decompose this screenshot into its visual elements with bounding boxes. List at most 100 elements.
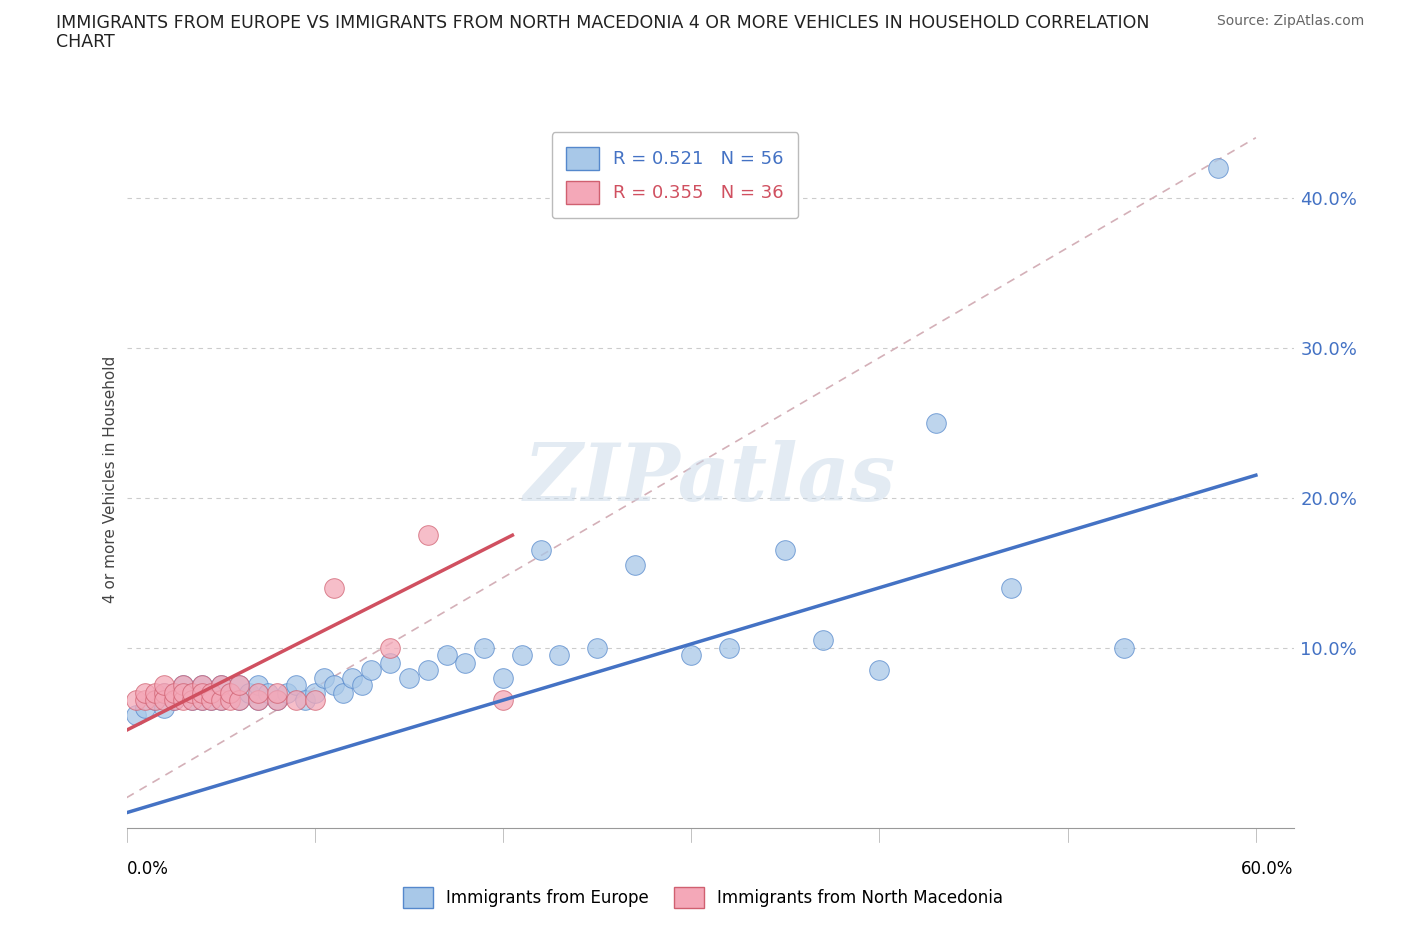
- Point: [717, 640, 740, 655]
- Point: [416, 527, 439, 542]
- Point: [1114, 640, 1136, 655]
- Point: [586, 640, 609, 655]
- Point: [191, 685, 214, 700]
- Point: [416, 663, 439, 678]
- Point: [125, 693, 148, 708]
- Point: [172, 685, 194, 700]
- Point: [322, 678, 344, 693]
- Point: [247, 693, 270, 708]
- Point: [228, 693, 250, 708]
- Point: [181, 685, 204, 700]
- Point: [200, 685, 222, 700]
- Point: [436, 648, 458, 663]
- Point: [200, 693, 222, 708]
- Text: IMMIGRANTS FROM EUROPE VS IMMIGRANTS FROM NORTH MACEDONIA 4 OR MORE VEHICLES IN : IMMIGRANTS FROM EUROPE VS IMMIGRANTS FRO…: [56, 14, 1150, 32]
- Point: [350, 678, 373, 693]
- Point: [811, 632, 834, 647]
- Point: [200, 685, 222, 700]
- Point: [228, 678, 250, 693]
- Text: 0.0%: 0.0%: [127, 860, 169, 878]
- Point: [266, 693, 288, 708]
- Point: [247, 678, 270, 693]
- Point: [228, 678, 250, 693]
- Point: [228, 693, 250, 708]
- Point: [510, 648, 533, 663]
- Point: [294, 693, 316, 708]
- Point: [209, 678, 232, 693]
- Point: [209, 693, 232, 708]
- Point: [134, 693, 156, 708]
- Point: [342, 671, 364, 685]
- Point: [219, 685, 242, 700]
- Point: [143, 693, 166, 708]
- Point: [1000, 580, 1022, 595]
- Point: [238, 685, 260, 700]
- Point: [125, 708, 148, 723]
- Point: [181, 685, 204, 700]
- Point: [181, 693, 204, 708]
- Point: [153, 685, 176, 700]
- Point: [314, 671, 336, 685]
- Text: 60.0%: 60.0%: [1241, 860, 1294, 878]
- Legend: R = 0.521   N = 56, R = 0.355   N = 36: R = 0.521 N = 56, R = 0.355 N = 36: [551, 132, 799, 219]
- Legend: Immigrants from Europe, Immigrants from North Macedonia: Immigrants from Europe, Immigrants from …: [396, 881, 1010, 914]
- Point: [304, 685, 326, 700]
- Point: [247, 693, 270, 708]
- Point: [360, 663, 382, 678]
- Point: [492, 671, 515, 685]
- Point: [284, 693, 307, 708]
- Point: [162, 685, 184, 700]
- Point: [209, 693, 232, 708]
- Point: [378, 640, 401, 655]
- Point: [162, 693, 184, 708]
- Point: [276, 685, 298, 700]
- Point: [925, 416, 948, 431]
- Point: [398, 671, 420, 685]
- Point: [134, 685, 156, 700]
- Point: [219, 685, 242, 700]
- Point: [304, 693, 326, 708]
- Point: [134, 700, 156, 715]
- Point: [191, 678, 214, 693]
- Point: [454, 656, 477, 671]
- Point: [162, 685, 184, 700]
- Point: [219, 693, 242, 708]
- Point: [153, 685, 176, 700]
- Point: [172, 693, 194, 708]
- Text: CHART: CHART: [56, 33, 115, 50]
- Point: [266, 685, 288, 700]
- Point: [247, 685, 270, 700]
- Point: [153, 700, 176, 715]
- Point: [256, 685, 278, 700]
- Point: [200, 693, 222, 708]
- Point: [284, 678, 307, 693]
- Point: [172, 685, 194, 700]
- Point: [153, 678, 176, 693]
- Text: Source: ZipAtlas.com: Source: ZipAtlas.com: [1216, 14, 1364, 28]
- Point: [191, 693, 214, 708]
- Point: [266, 693, 288, 708]
- Point: [172, 678, 194, 693]
- Point: [191, 693, 214, 708]
- Point: [181, 693, 204, 708]
- Point: [332, 685, 354, 700]
- Y-axis label: 4 or more Vehicles in Household: 4 or more Vehicles in Household: [103, 355, 118, 603]
- Point: [191, 678, 214, 693]
- Point: [1206, 160, 1229, 175]
- Point: [143, 693, 166, 708]
- Point: [530, 543, 553, 558]
- Point: [548, 648, 571, 663]
- Point: [322, 580, 344, 595]
- Text: ZIPatlas: ZIPatlas: [524, 440, 896, 518]
- Point: [172, 678, 194, 693]
- Point: [472, 640, 495, 655]
- Point: [868, 663, 890, 678]
- Point: [162, 693, 184, 708]
- Point: [623, 558, 645, 573]
- Point: [209, 678, 232, 693]
- Point: [143, 685, 166, 700]
- Point: [153, 693, 176, 708]
- Point: [775, 543, 797, 558]
- Point: [378, 656, 401, 671]
- Point: [681, 648, 703, 663]
